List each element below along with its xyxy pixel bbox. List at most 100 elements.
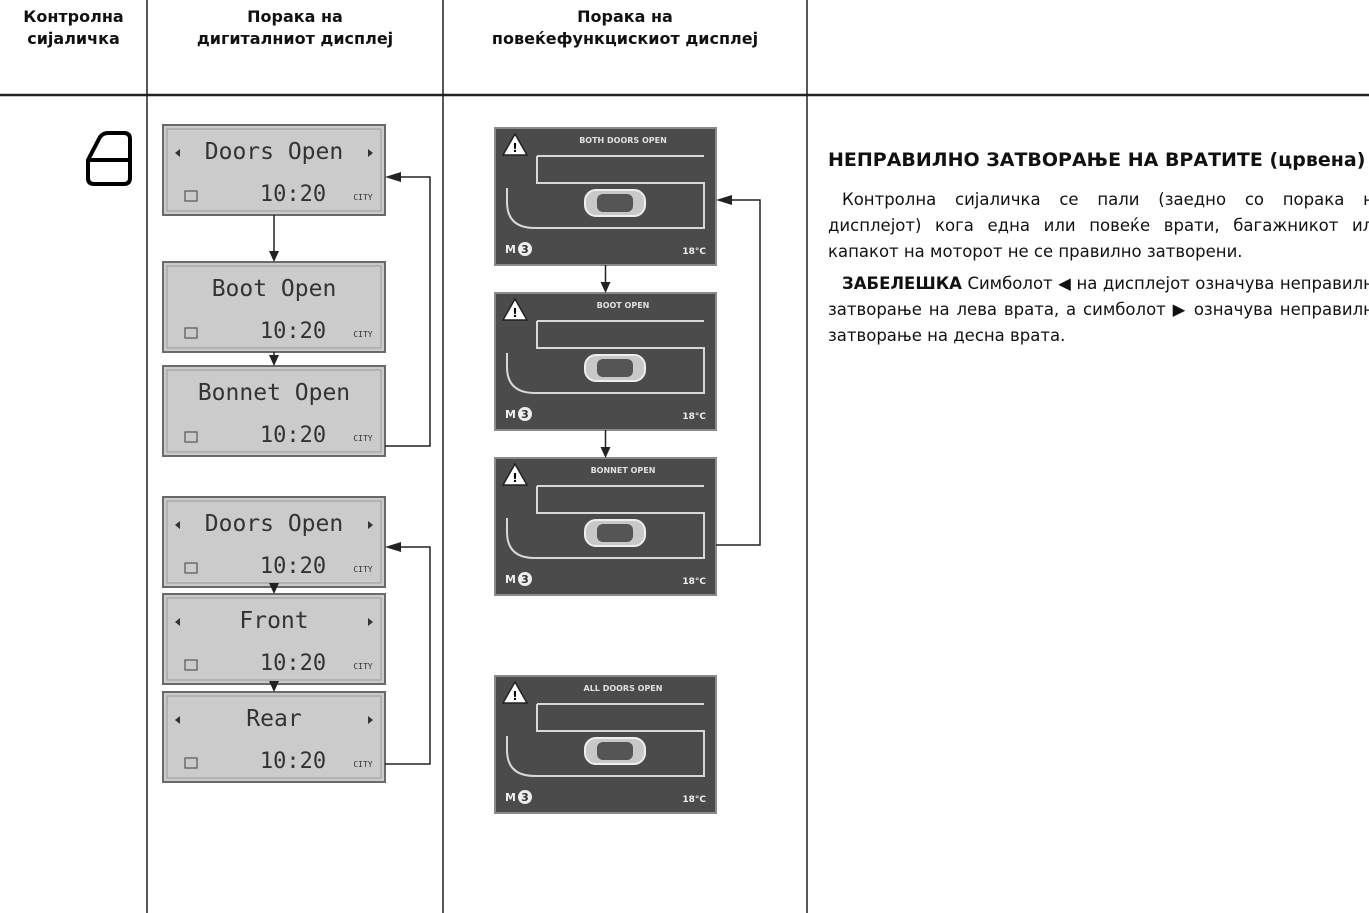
right-indicator [368, 618, 373, 626]
fuel-glyph [184, 757, 198, 769]
loop-line [716, 199, 761, 546]
lcd-message: Boot Open [212, 276, 337, 302]
mf-menu: M [505, 573, 516, 586]
right-indicator [368, 521, 373, 529]
lcd-mode: CITY [353, 565, 372, 574]
lcd-mode: CITY [353, 193, 372, 202]
lcd-display [162, 691, 386, 783]
mf-menu-number: 3 [521, 243, 529, 256]
mf-menu: M [505, 791, 516, 804]
mf-menu: M [505, 408, 516, 421]
arrow-head [600, 447, 611, 458]
fuel-glyph [184, 190, 198, 202]
lcd-mode: CITY [353, 434, 372, 443]
lcd-time: 10:20 [260, 651, 326, 676]
warning-icon [501, 132, 529, 156]
left-indicator [175, 149, 180, 157]
mf-menu-ring [518, 407, 532, 421]
lcd-time: 10:20 [260, 423, 326, 448]
header-cell: Контролна сијаличка [23, 7, 124, 48]
arrow-head [716, 195, 732, 205]
mf-panel [506, 320, 705, 394]
description: НЕПРАВИЛНО ЗАТВОРАЊЕ НА ВРАТИТЕ (црвена)… [828, 148, 1369, 355]
lcd-message: Doors Open [205, 139, 343, 165]
left-indicator [175, 521, 180, 529]
lcd-inner [166, 128, 382, 212]
arrow-head [269, 355, 279, 366]
loop-line [385, 176, 431, 447]
lcd-display [162, 365, 386, 457]
lcd-inner [166, 597, 382, 681]
header-cell: Порака на дигиталниот дисплеј [196, 7, 394, 48]
mf-panel [506, 485, 705, 559]
right-indicator [368, 716, 373, 724]
arrow-head [269, 583, 279, 594]
fuel-glyph [184, 431, 198, 443]
lcd-time: 10:20 [260, 749, 326, 774]
mf-menu-number: 3 [521, 573, 529, 586]
lcd-mode: CITY [353, 760, 372, 769]
arrow-head [385, 542, 401, 552]
lcd-message: Doors Open [205, 511, 343, 537]
mf-menu-ring [518, 572, 532, 586]
lcd-mode: CITY [353, 662, 372, 671]
mf-title: BOTH DOORS OPEN [579, 136, 667, 145]
mf-temperature: 18°C [682, 247, 706, 257]
lcd-display [162, 593, 386, 685]
mf-title: BOOT OPEN [597, 301, 650, 310]
mf-title: BONNET OPEN [591, 466, 656, 475]
mf-menu-number: 3 [521, 791, 529, 804]
header-cell: Порака на повеќефункцискиот дисплеј [491, 7, 759, 48]
mf-menu-ring [518, 242, 532, 256]
fuel-glyph [184, 562, 198, 574]
mf-panel [506, 155, 705, 229]
lcd-display [162, 124, 386, 216]
lcd-message: Front [239, 608, 308, 634]
right-indicator [368, 149, 373, 157]
car-window [597, 359, 633, 377]
mf-panel [506, 703, 705, 777]
lcd-message: Rear [246, 706, 301, 732]
left-indicator [175, 618, 180, 626]
car-window [597, 742, 633, 760]
car-window [597, 194, 633, 212]
fuel-glyph [184, 659, 198, 671]
lcd-inner [166, 695, 382, 779]
note-label: ЗАБЕЛЕШКА [842, 274, 962, 293]
lcd-display [162, 261, 386, 353]
description-note: ЗАБЕЛЕШКА Симболот ◀ на дисплејот означу… [828, 271, 1369, 349]
lcd-inner [166, 265, 382, 349]
mf-temperature: 18°C [682, 795, 706, 805]
mf-temperature: 18°C [682, 412, 706, 422]
left-indicator [175, 716, 180, 724]
warning-mark: ! [512, 141, 517, 155]
lcd-time: 10:20 [260, 182, 326, 207]
warning-icon [501, 680, 529, 704]
lcd-display [162, 496, 386, 588]
lcd-time: 10:20 [260, 554, 326, 579]
arrow-head [269, 251, 279, 262]
mf-menu-ring [518, 790, 532, 804]
arrow-head [600, 282, 611, 293]
arrow-head [269, 681, 279, 692]
warning-lamp-icon [86, 131, 132, 186]
lcd-inner [166, 369, 382, 453]
arrow-head [385, 172, 401, 182]
description-body: Контролна сијаличка се пали (заедно со п… [828, 190, 1369, 261]
mf-menu: M [505, 243, 516, 256]
mf-title: ALL DOORS OPEN [584, 684, 663, 693]
car-window [597, 524, 633, 542]
lcd-message: Bonnet Open [198, 380, 350, 406]
lcd-mode: CITY [353, 330, 372, 339]
lcd-time: 10:20 [260, 319, 326, 344]
warning-icon [501, 462, 529, 486]
loop-line [385, 546, 431, 765]
warning-mark: ! [512, 306, 517, 320]
mf-menu-number: 3 [521, 408, 529, 421]
description-title: НЕПРАВИЛНО ЗАТВОРАЊЕ НА ВРАТИТЕ (црвена) [828, 149, 1366, 171]
fuel-glyph [184, 327, 198, 339]
warning-icon [501, 297, 529, 321]
warning-mark: ! [512, 471, 517, 485]
